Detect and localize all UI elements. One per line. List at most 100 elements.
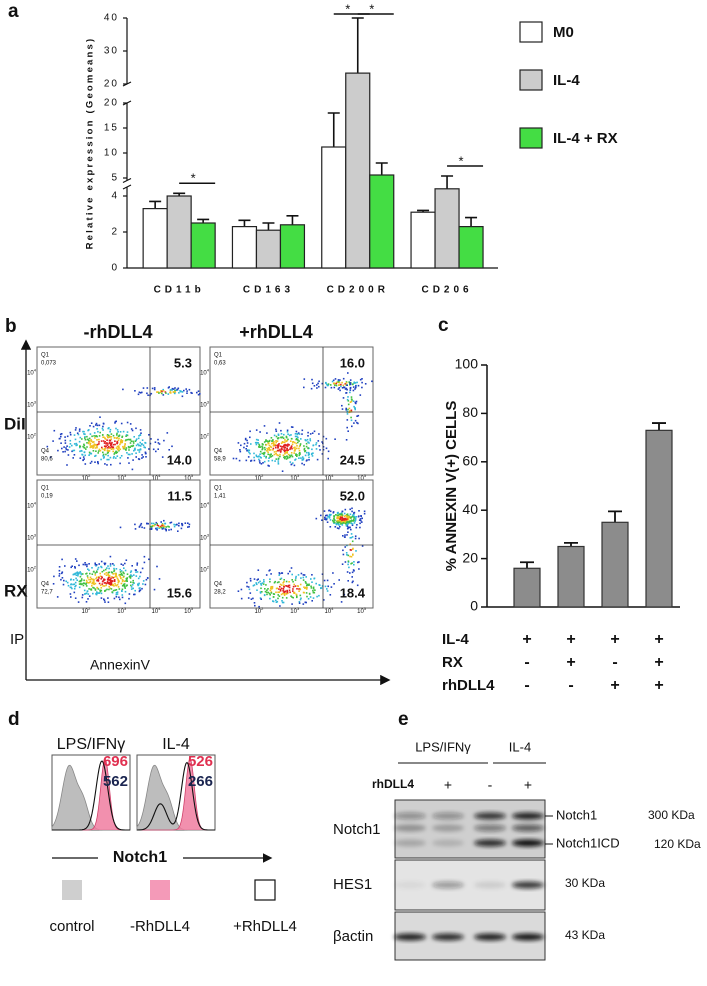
dot: [352, 520, 354, 522]
dot: [321, 441, 323, 443]
group-label: LPS/IFNγ: [415, 739, 471, 754]
tick-base: 10: [184, 476, 191, 482]
dot: [140, 522, 143, 525]
dot: [286, 451, 289, 453]
condition-sign: +: [654, 654, 663, 671]
dot: [277, 433, 280, 436]
dot: [135, 575, 138, 577]
dot: [263, 425, 266, 427]
dot: [108, 582, 110, 585]
dot: [277, 457, 280, 460]
dot: [146, 522, 148, 525]
dot: [150, 525, 152, 528]
dot: [114, 582, 116, 585]
dot: [270, 587, 272, 590]
x-tick-label: 102: [81, 606, 91, 615]
dot: [96, 435, 98, 438]
dot: [119, 457, 122, 459]
error-bar: [286, 215, 299, 225]
dot: [101, 434, 104, 436]
dot: [146, 392, 148, 395]
dot: [89, 580, 92, 583]
dot: [93, 445, 96, 447]
dot: [88, 437, 91, 440]
dot: [74, 581, 77, 584]
dot: [347, 408, 349, 411]
x-tick-label: 104: [152, 606, 162, 615]
dot: [86, 565, 88, 568]
dot: [341, 522, 343, 525]
tick-base: 10: [117, 609, 124, 615]
dot: [68, 446, 71, 448]
panel-label: e: [398, 709, 409, 730]
dot: [138, 590, 141, 593]
tick-exponent: 2: [207, 432, 210, 437]
dot: [72, 449, 74, 452]
dot: [352, 400, 355, 402]
dot: [278, 595, 281, 597]
dot: [315, 582, 317, 585]
dot: [109, 439, 112, 442]
dot: [347, 403, 350, 406]
dot: [116, 577, 119, 580]
dot: [238, 459, 241, 462]
dot: [104, 562, 107, 565]
dot: [101, 448, 104, 450]
dot: [138, 526, 141, 528]
dot: [258, 443, 260, 446]
dot: [275, 430, 278, 432]
dot: [275, 428, 277, 431]
dot: [176, 388, 179, 391]
dot: [161, 456, 164, 458]
dot: [140, 432, 142, 434]
y-tick-label: 102: [27, 432, 37, 441]
dot: [296, 445, 298, 447]
dot: [186, 390, 188, 392]
dot: [169, 522, 172, 524]
dot: [161, 528, 164, 530]
dot: [75, 444, 77, 447]
dot: [117, 586, 120, 588]
dot: [300, 572, 303, 575]
dot: [275, 599, 277, 602]
dot: [291, 596, 293, 598]
dot: [327, 585, 329, 588]
dot: [69, 593, 72, 595]
dot: [85, 583, 87, 586]
dot: [308, 592, 311, 595]
size-label: 30 KDa: [565, 876, 605, 890]
dot: [341, 518, 343, 521]
dot: [124, 569, 127, 572]
dot: [355, 402, 357, 405]
dot: [277, 449, 280, 452]
dot: [353, 422, 355, 424]
tick-base: 10: [27, 402, 34, 408]
dot: [283, 444, 285, 447]
dot: [137, 583, 140, 586]
dot: [125, 435, 127, 437]
dot: [259, 450, 262, 453]
dot: [297, 439, 299, 441]
dot: [304, 439, 307, 441]
dot: [270, 591, 273, 593]
dot: [77, 573, 79, 575]
dot: [151, 522, 153, 525]
dot: [352, 514, 354, 516]
dot: [338, 387, 341, 389]
dot: [103, 578, 105, 580]
dot: [97, 576, 100, 578]
dot: [152, 448, 155, 451]
dot: [155, 527, 157, 530]
quadrant-value: 58,9: [214, 457, 226, 463]
dot: [265, 591, 268, 594]
dot: [135, 439, 137, 442]
dot: [80, 579, 83, 582]
dot: [351, 571, 354, 574]
dot: [81, 596, 84, 599]
dot: [120, 441, 123, 444]
dot: [180, 390, 182, 393]
dot: [95, 424, 97, 426]
dot: [87, 593, 90, 595]
dot: [117, 431, 119, 433]
dot: [131, 445, 133, 448]
